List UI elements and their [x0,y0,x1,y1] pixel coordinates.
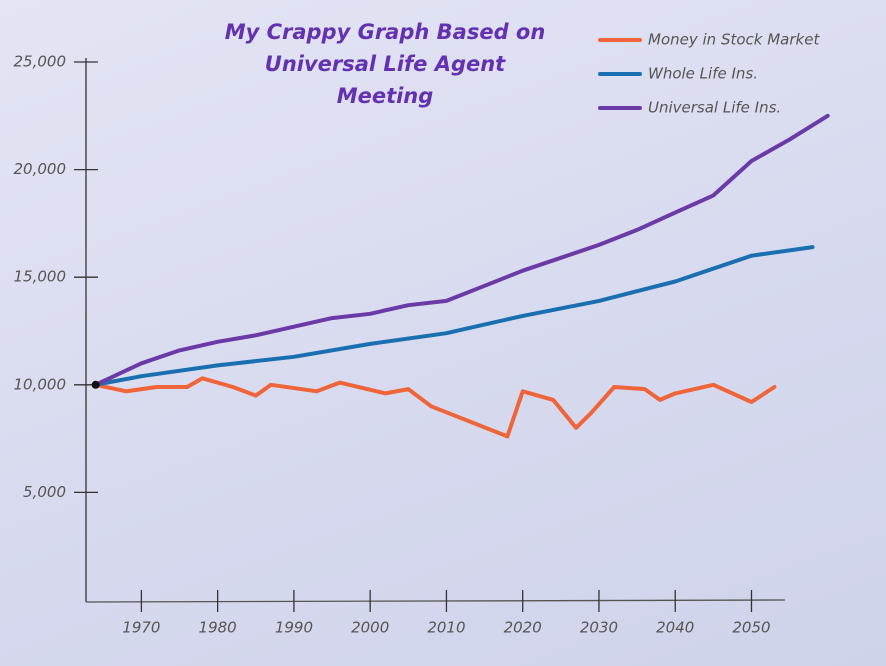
line-series [93,113,830,387]
line-series [93,245,815,387]
y-tick-label: 10,000 [14,375,67,393]
x-tick-label: 2030 [580,619,618,637]
line-series [93,376,777,439]
legend-label: Whole Life Ins. [648,65,758,83]
y-tick-label: 25,000 [14,53,67,71]
y-tick-label: 15,000 [14,268,67,286]
x-tick-label: 1970 [122,619,160,637]
x-tick-label: 2020 [504,619,542,637]
x-tick-label: 2000 [351,619,389,637]
x-axis [85,599,786,603]
y-tick-label: 5,000 [23,483,66,501]
x-tick-label: 1980 [199,619,237,637]
x-tick-label: 2010 [427,619,465,637]
start-dot [91,380,100,389]
y-tick-label: 20,000 [14,160,67,178]
x-tick-label: 2050 [732,619,770,637]
x-tick-label: 1990 [275,619,313,637]
legend-label: Money in Stock Market [648,31,820,49]
chart-title: My Crappy Graph Based on Universal Life … [224,20,546,108]
legend-label: Universal Life Ins. [648,99,781,117]
x-tick-label: 2040 [656,619,694,637]
